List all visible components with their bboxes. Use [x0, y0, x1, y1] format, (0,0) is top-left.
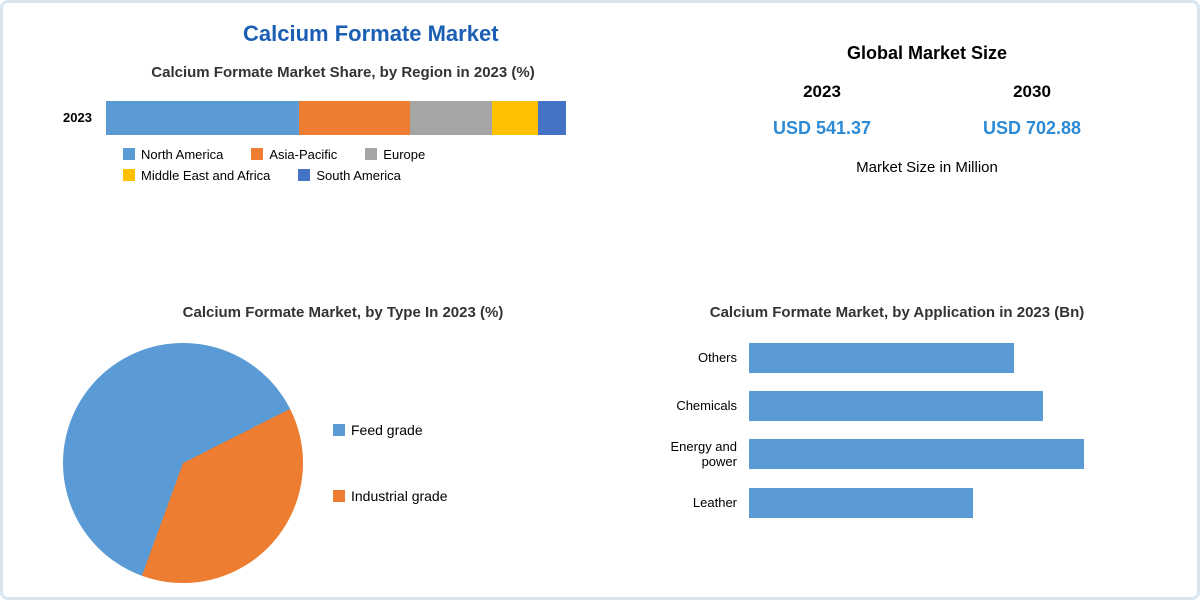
legend-swatch — [251, 148, 263, 160]
market-size-year-1: 2023 — [773, 82, 871, 102]
region-chart: Calcium Formate Market Share, by Region … — [63, 63, 623, 183]
legend-swatch — [123, 169, 135, 181]
application-bars: Others Chemicals Energy and power Leather — [637, 343, 1157, 518]
legend-swatch — [123, 148, 135, 160]
region-segment — [410, 101, 493, 135]
legend-label: Feed grade — [351, 422, 423, 438]
type-chart: Calcium Formate Market, by Type In 2023 … — [63, 303, 623, 583]
region-segment — [106, 101, 299, 135]
region-segment — [299, 101, 409, 135]
legend-item: North America — [123, 147, 223, 162]
hbar-row: Chemicals — [637, 391, 1157, 421]
legend-item: Feed grade — [333, 422, 448, 438]
hbar-row: Leather — [637, 488, 1157, 518]
legend-label: South America — [316, 168, 401, 183]
hbar-track — [749, 488, 1157, 518]
hbar-label: Leather — [637, 495, 737, 511]
region-stacked-bar — [106, 101, 566, 135]
hbar — [749, 391, 1043, 421]
hbar-track — [749, 439, 1157, 469]
market-size-year-2: 2030 — [983, 82, 1081, 102]
region-segment — [492, 101, 538, 135]
legend-item: Europe — [365, 147, 425, 162]
hbar-label: Others — [637, 350, 737, 366]
page-title: Calcium Formate Market — [243, 21, 499, 47]
hbar-label: Energy and power — [637, 439, 737, 470]
legend-swatch — [333, 490, 345, 502]
legend-label: Asia-Pacific — [269, 147, 337, 162]
legend-label: Industrial grade — [351, 488, 448, 504]
legend-item: Asia-Pacific — [251, 147, 337, 162]
market-size-value-1: USD 541.37 — [773, 118, 871, 139]
region-legend: North America Asia-Pacific Europe Middle Ea… — [123, 147, 583, 183]
application-chart: Calcium Formate Market, by Application i… — [637, 303, 1157, 536]
hbar — [749, 488, 973, 518]
legend-label: North America — [141, 147, 223, 162]
type-legend: Feed grade Industrial grade — [333, 422, 448, 504]
legend-item: Middle East and Africa — [123, 168, 270, 183]
region-segment — [538, 101, 566, 135]
type-pie — [63, 343, 303, 583]
legend-item: South America — [298, 168, 401, 183]
hbar — [749, 439, 1084, 469]
hbar-row: Energy and power — [637, 439, 1157, 470]
hbar-track — [749, 343, 1157, 373]
region-yaxis-label: 2023 — [63, 110, 92, 125]
hbar-label: Chemicals — [637, 398, 737, 414]
legend-label: Middle East and Africa — [141, 168, 270, 183]
legend-item: Industrial grade — [333, 488, 448, 504]
hbar-row: Others — [637, 343, 1157, 373]
market-size-value-2: USD 702.88 — [983, 118, 1081, 139]
legend-swatch — [298, 169, 310, 181]
legend-label: Europe — [383, 147, 425, 162]
application-chart-title: Calcium Formate Market, by Application i… — [637, 303, 1157, 323]
type-chart-title: Calcium Formate Market, by Type In 2023 … — [63, 303, 623, 323]
region-chart-title: Calcium Formate Market Share, by Region … — [63, 63, 623, 83]
legend-swatch — [365, 148, 377, 160]
market-size-title: Global Market Size — [717, 43, 1137, 64]
market-size-subtitle: Market Size in Million — [717, 159, 1137, 176]
market-size-panel: Global Market Size 2023 USD 541.37 2030 … — [717, 43, 1137, 176]
hbar-track — [749, 391, 1157, 421]
legend-swatch — [333, 424, 345, 436]
hbar — [749, 343, 1014, 373]
